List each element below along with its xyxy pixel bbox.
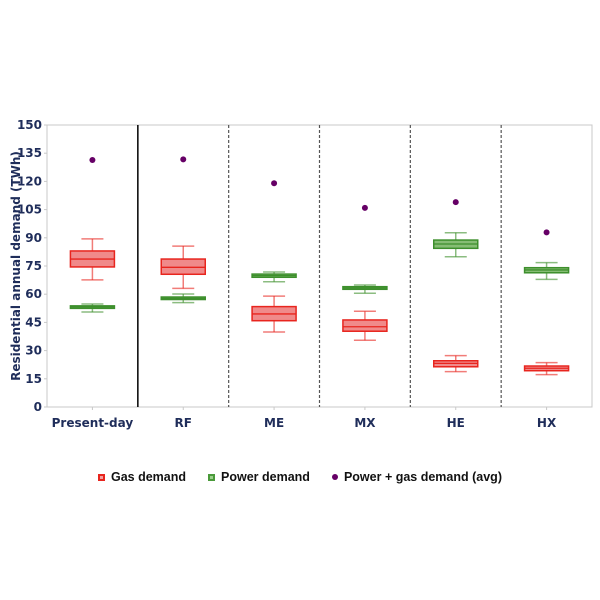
y-tick-label: 30: [25, 344, 42, 358]
gas-demand-swatch: [98, 473, 105, 481]
power-gas-demand-avg-point: [543, 229, 550, 236]
y-axis: 0 15 30 45 60 75 90 105 120 135 150: [17, 118, 47, 414]
legend-label-power-gas-avg: Power + gas demand (avg): [343, 470, 502, 484]
power-gas-avg-swatch: [331, 474, 338, 480]
legend-item-gas-demand: Gas demand: [98, 470, 186, 484]
gas-demand-box-group: [69, 238, 116, 281]
power-gas-demand-avg-point: [271, 180, 278, 187]
category-dividers: [137, 125, 502, 407]
y-tick-label: 45: [25, 315, 42, 329]
power-demand-box-group: [433, 231, 479, 258]
x-tick-label: RF: [175, 416, 192, 430]
y-tick-label: 90: [25, 231, 42, 245]
gas-demand-box: [342, 319, 388, 332]
power-gas-demand-avg-point: [180, 156, 187, 163]
gas-demand-box-group: [433, 354, 479, 373]
y-tick-label: 60: [25, 287, 42, 301]
power-demand-box-group: [160, 293, 206, 304]
x-tick-label: HX: [537, 416, 557, 430]
y-tick-label: 0: [34, 400, 42, 414]
power-demand-box-group: [523, 261, 570, 281]
legend-item-power-demand: Power demand: [208, 470, 310, 484]
legend: Gas demand Power demand Power + gas dema…: [0, 470, 600, 484]
x-tick-label: MX: [354, 416, 376, 430]
legend-item-power-gas-avg: Power + gas demand (avg): [331, 470, 502, 484]
y-tick-label: 15: [25, 372, 42, 386]
power-gas-demand-avg-point: [89, 156, 96, 163]
y-axis-label: Residential annual demand (TWh): [9, 151, 23, 381]
power-gas-demand-avg-point: [361, 204, 368, 211]
gas-demand-box: [160, 258, 206, 276]
power-demand-swatch: [208, 473, 216, 481]
y-tick-label: 135: [17, 146, 42, 160]
y-tick-label: 120: [17, 174, 42, 188]
x-tick-label: HE: [447, 416, 465, 430]
power-demand-box-group: [342, 284, 388, 295]
gas-demand-box-group: [523, 361, 570, 376]
x-tick-label: Present-day: [52, 416, 134, 430]
y-tick-label: 150: [17, 118, 42, 132]
x-tick-label: ME: [264, 416, 284, 430]
y-tick-label: 105: [17, 203, 42, 217]
legend-label-power-demand: Power demand: [221, 470, 310, 484]
power-demand-box-group: [69, 303, 116, 313]
gas-demand-box-group: [342, 310, 388, 342]
chart-marks: [69, 156, 570, 376]
x-axis: Present-day RF ME MX HE HX: [52, 407, 557, 430]
y-tick-label: 75: [25, 259, 42, 273]
legend-label-gas-demand: Gas demand: [111, 470, 187, 484]
power-demand-box-group: [251, 271, 297, 283]
gas-demand-box-group: [160, 245, 206, 290]
gas-demand-box-group: [251, 295, 297, 333]
power-gas-demand-avg-point: [452, 199, 459, 206]
